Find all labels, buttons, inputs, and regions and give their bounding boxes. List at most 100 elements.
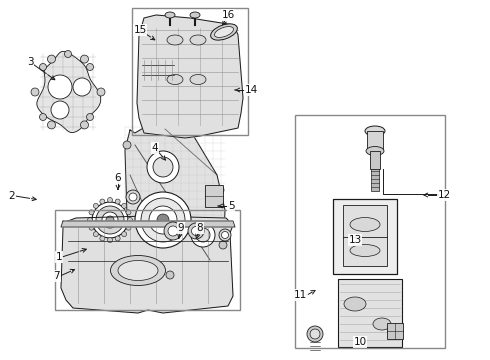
Circle shape [96, 206, 124, 234]
Circle shape [107, 238, 113, 243]
Circle shape [65, 50, 72, 58]
Circle shape [88, 217, 93, 222]
Text: 9: 9 [178, 223, 184, 233]
Text: 14: 14 [245, 85, 258, 95]
Circle shape [310, 329, 320, 339]
Bar [205, 185, 223, 207]
Circle shape [157, 214, 169, 226]
Circle shape [219, 241, 227, 249]
Bar [387, 323, 403, 339]
Ellipse shape [190, 12, 200, 18]
Text: 7: 7 [53, 271, 60, 281]
Ellipse shape [350, 217, 380, 231]
Circle shape [188, 223, 204, 239]
Circle shape [87, 113, 94, 121]
Text: 11: 11 [294, 290, 307, 300]
Text: 6: 6 [115, 173, 122, 183]
Circle shape [106, 216, 114, 224]
Ellipse shape [366, 147, 384, 156]
Circle shape [115, 199, 120, 204]
Bar [132, 8, 248, 135]
Circle shape [97, 88, 105, 96]
Circle shape [100, 236, 105, 241]
Bar [343, 205, 387, 266]
Circle shape [51, 101, 69, 119]
Circle shape [92, 202, 128, 238]
Text: 16: 16 [221, 10, 235, 20]
Circle shape [221, 231, 228, 238]
Ellipse shape [190, 35, 206, 45]
Text: 3: 3 [26, 57, 33, 67]
Bar [370, 151, 380, 169]
Circle shape [166, 271, 174, 279]
Ellipse shape [211, 24, 237, 40]
Circle shape [107, 198, 113, 202]
Text: 15: 15 [133, 25, 147, 35]
Ellipse shape [344, 297, 366, 311]
Circle shape [80, 55, 89, 63]
Circle shape [48, 121, 55, 129]
Ellipse shape [111, 256, 166, 285]
Circle shape [40, 113, 47, 121]
Circle shape [147, 151, 179, 183]
Text: 12: 12 [438, 190, 451, 200]
Polygon shape [37, 51, 101, 132]
Ellipse shape [373, 318, 391, 330]
Circle shape [87, 63, 94, 71]
Ellipse shape [167, 75, 183, 85]
Text: 5: 5 [228, 201, 235, 211]
Circle shape [100, 199, 105, 204]
Ellipse shape [365, 126, 385, 136]
Circle shape [89, 210, 94, 215]
Circle shape [115, 236, 120, 241]
Bar [55, 210, 240, 310]
Circle shape [136, 269, 144, 277]
Circle shape [149, 206, 177, 234]
Ellipse shape [350, 244, 380, 256]
Text: 2: 2 [8, 191, 15, 201]
Polygon shape [61, 216, 233, 313]
Circle shape [80, 121, 89, 129]
Circle shape [122, 203, 126, 208]
Circle shape [122, 231, 126, 237]
Circle shape [135, 192, 191, 248]
Circle shape [31, 88, 39, 96]
Circle shape [73, 78, 91, 96]
Text: 10: 10 [353, 337, 367, 347]
Circle shape [48, 75, 72, 99]
Bar [295, 115, 445, 348]
Ellipse shape [118, 261, 158, 280]
Circle shape [123, 141, 131, 149]
Bar [367, 131, 383, 151]
Circle shape [40, 63, 47, 71]
Circle shape [94, 231, 98, 237]
Circle shape [164, 222, 182, 240]
Ellipse shape [215, 27, 234, 37]
Circle shape [307, 326, 323, 342]
Circle shape [196, 228, 210, 242]
Circle shape [127, 217, 132, 222]
Bar [338, 279, 402, 347]
Circle shape [126, 225, 131, 230]
Bar [333, 199, 397, 274]
Circle shape [129, 193, 137, 201]
Circle shape [191, 223, 215, 247]
Circle shape [192, 226, 200, 235]
Text: 4: 4 [152, 143, 158, 153]
Polygon shape [61, 221, 235, 227]
Text: 8: 8 [196, 223, 203, 233]
Ellipse shape [167, 35, 183, 45]
Circle shape [126, 210, 131, 215]
Circle shape [89, 225, 94, 230]
Text: 13: 13 [348, 235, 362, 245]
Circle shape [168, 226, 178, 236]
Bar [371, 169, 379, 191]
Ellipse shape [190, 75, 206, 85]
Circle shape [126, 190, 140, 204]
Circle shape [141, 198, 185, 242]
Circle shape [219, 229, 231, 241]
Polygon shape [125, 127, 225, 277]
Circle shape [153, 157, 173, 177]
Circle shape [216, 186, 224, 194]
Circle shape [102, 212, 118, 228]
